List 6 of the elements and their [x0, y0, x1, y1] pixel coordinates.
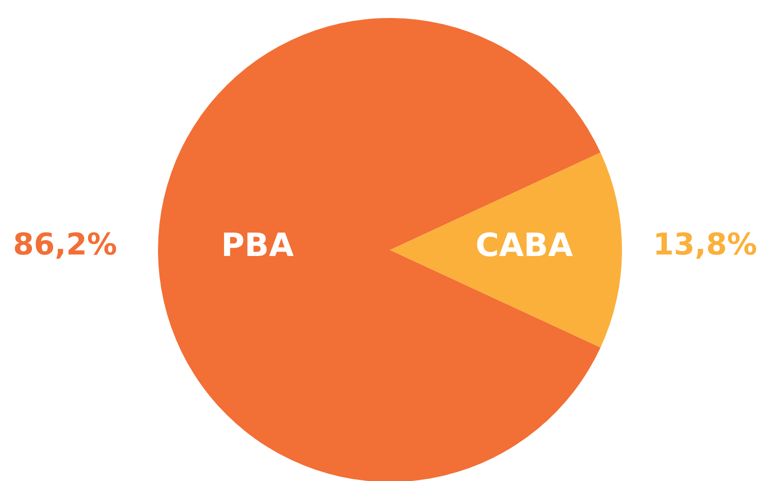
pie-slice	[390, 152, 622, 348]
pie-slice	[158, 18, 601, 481]
data-label: 13,8%	[652, 228, 758, 262]
slice-label: CABA	[475, 226, 574, 264]
data-label: 86,2%	[12, 228, 118, 262]
slice-label: PBA	[221, 226, 294, 264]
